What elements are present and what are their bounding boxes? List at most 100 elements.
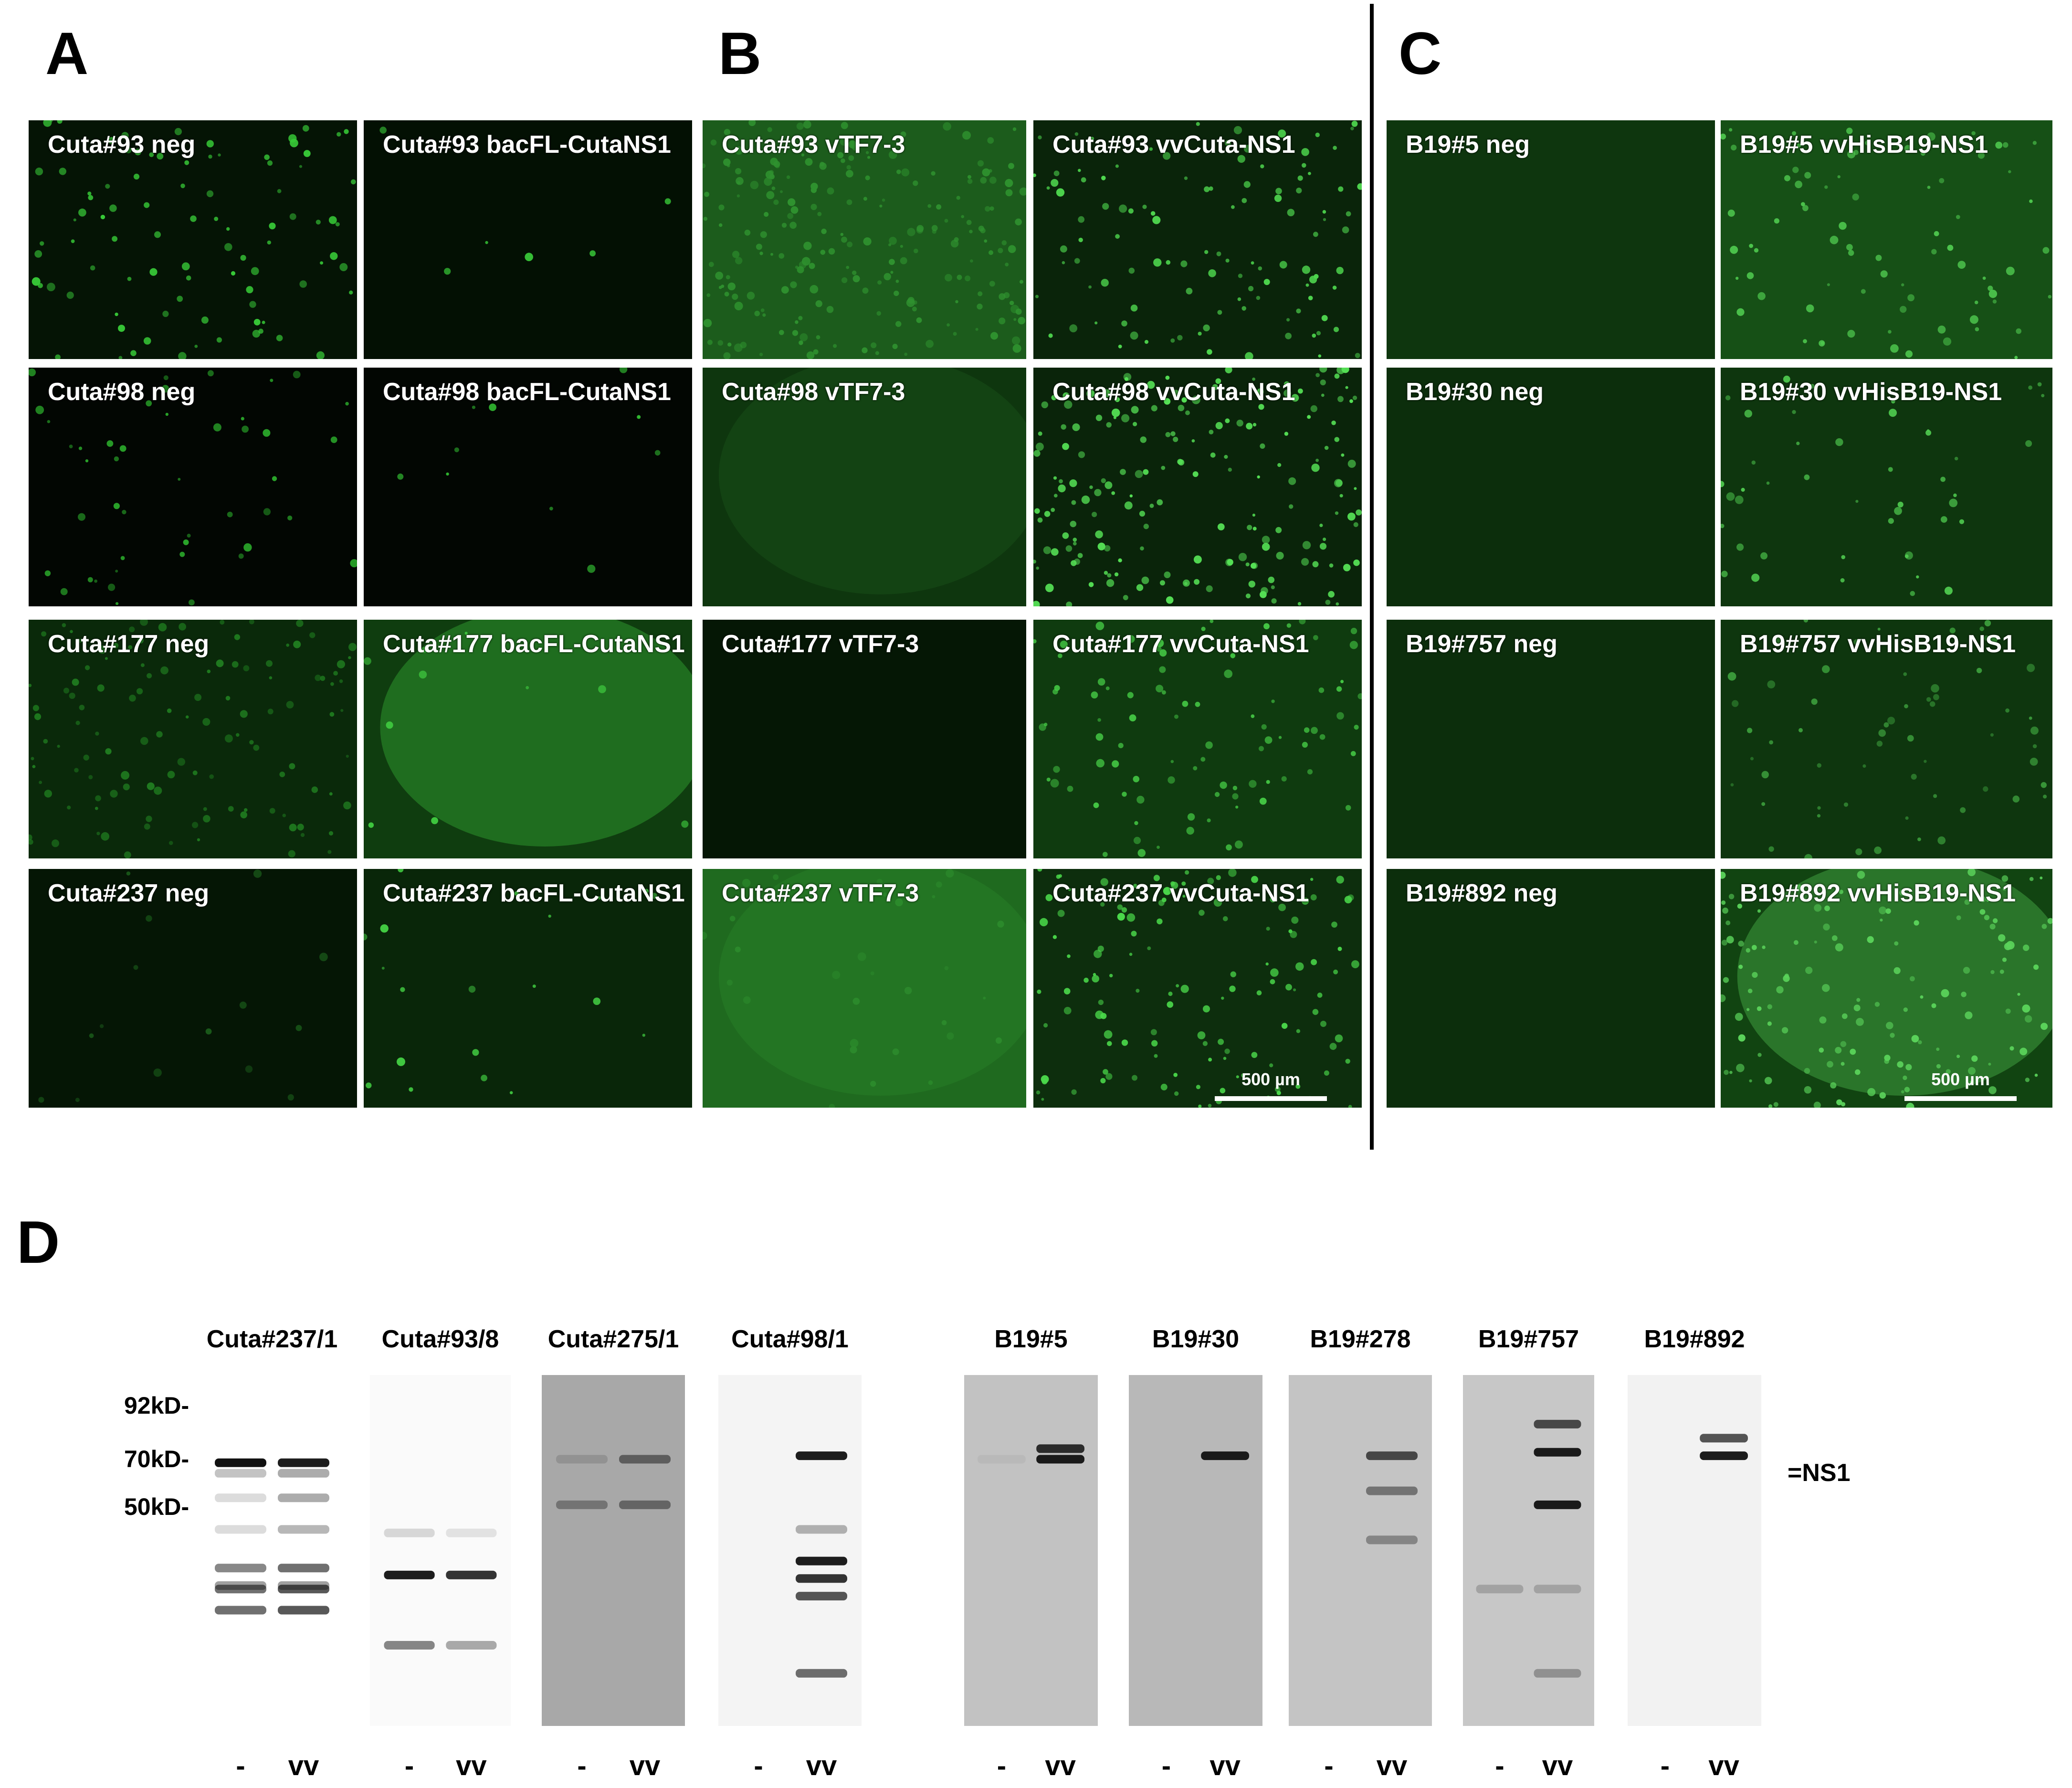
cell xyxy=(249,620,254,624)
panel-divider xyxy=(1370,4,1374,1150)
cell xyxy=(862,287,869,294)
cell xyxy=(1309,275,1317,284)
cell xyxy=(1126,913,1136,922)
cell xyxy=(288,850,295,857)
cell xyxy=(1174,1091,1179,1096)
cell xyxy=(2042,247,2050,254)
cell xyxy=(1889,409,1897,417)
blot-band xyxy=(215,1493,266,1502)
cell xyxy=(978,225,984,232)
cell xyxy=(1754,248,1759,253)
cell xyxy=(1285,332,1292,339)
blot-membrane xyxy=(1129,1375,1262,1726)
cell xyxy=(1841,1013,1848,1019)
cell xyxy=(1268,576,1275,583)
blot-band xyxy=(278,1606,329,1615)
cell xyxy=(1342,226,1349,233)
cell xyxy=(1840,1041,1847,1047)
cell xyxy=(1846,127,1853,134)
cell xyxy=(593,997,601,1005)
cell xyxy=(1904,554,1909,558)
tile-label: Cuta#98 vvCuta-NS1 xyxy=(1052,378,1295,406)
cell xyxy=(1071,500,1076,505)
cell xyxy=(1907,294,1914,301)
cell xyxy=(75,720,80,725)
cell xyxy=(1751,945,1757,950)
cell xyxy=(1347,512,1356,521)
cell xyxy=(1319,543,1327,550)
cell xyxy=(1880,919,1883,922)
panel-c-tile: B19#5 vvHisB19-NS1 xyxy=(1721,120,2052,359)
cell xyxy=(1197,1031,1206,1039)
cell xyxy=(1947,244,1954,251)
cell xyxy=(985,206,990,212)
blot-membrane xyxy=(370,1375,511,1726)
cell xyxy=(1957,261,1966,269)
blot-label: Cuta#275/1 xyxy=(547,1325,679,1353)
cell xyxy=(2041,394,2045,398)
cell xyxy=(1920,995,1924,999)
cell xyxy=(320,676,326,681)
cell xyxy=(1127,692,1134,698)
cell xyxy=(1121,414,1130,423)
cell xyxy=(253,318,261,326)
cell xyxy=(1170,760,1174,763)
cell xyxy=(1224,455,1228,459)
cell xyxy=(1105,1073,1113,1080)
cell xyxy=(1159,666,1166,673)
cell xyxy=(106,440,114,447)
cell xyxy=(1248,286,1254,292)
cell xyxy=(1949,498,1958,508)
cell xyxy=(736,181,740,185)
cell xyxy=(1251,563,1257,569)
cell xyxy=(201,316,209,324)
cell xyxy=(1726,936,1734,944)
cell xyxy=(820,161,825,167)
cell xyxy=(1351,960,1359,968)
cell xyxy=(769,170,774,175)
cell xyxy=(1297,602,1302,606)
cell xyxy=(1903,1075,1907,1080)
cell xyxy=(205,1028,212,1035)
blot-band xyxy=(796,1574,847,1583)
cell xyxy=(1911,773,1917,780)
cell xyxy=(137,637,144,644)
cell xyxy=(1903,672,1907,676)
cell xyxy=(969,230,973,233)
cell xyxy=(1337,946,1342,951)
cell xyxy=(149,268,158,276)
cell xyxy=(1336,266,1344,275)
cell xyxy=(1191,395,1200,404)
cell xyxy=(1039,723,1046,731)
cell xyxy=(1166,596,1174,604)
cell xyxy=(1194,579,1200,585)
cell xyxy=(1811,698,1818,705)
cell xyxy=(904,987,912,995)
cell xyxy=(267,240,271,245)
cell xyxy=(75,1098,80,1102)
cell xyxy=(208,154,212,159)
cell xyxy=(946,869,954,878)
blot-band xyxy=(384,1570,435,1579)
cell xyxy=(936,204,942,210)
cell xyxy=(1052,689,1058,695)
cell xyxy=(778,139,783,143)
cell xyxy=(454,447,459,453)
cell xyxy=(2029,716,2032,720)
cell xyxy=(472,1049,479,1056)
cell xyxy=(57,120,63,124)
cell xyxy=(1353,522,1358,527)
cell xyxy=(1332,286,1337,290)
cell xyxy=(1266,927,1270,931)
cell xyxy=(1041,1075,1049,1083)
cell xyxy=(1168,991,1173,996)
cell xyxy=(1069,324,1078,333)
cell xyxy=(1310,878,1314,881)
panel-b-tile: Cuta#177 vvCuta-NS1 xyxy=(1033,620,1362,858)
cell xyxy=(778,330,784,335)
cell xyxy=(947,1032,954,1040)
cell xyxy=(1861,289,1866,294)
cell xyxy=(1207,878,1214,885)
cell xyxy=(1329,563,1334,568)
cell xyxy=(1296,1029,1301,1033)
